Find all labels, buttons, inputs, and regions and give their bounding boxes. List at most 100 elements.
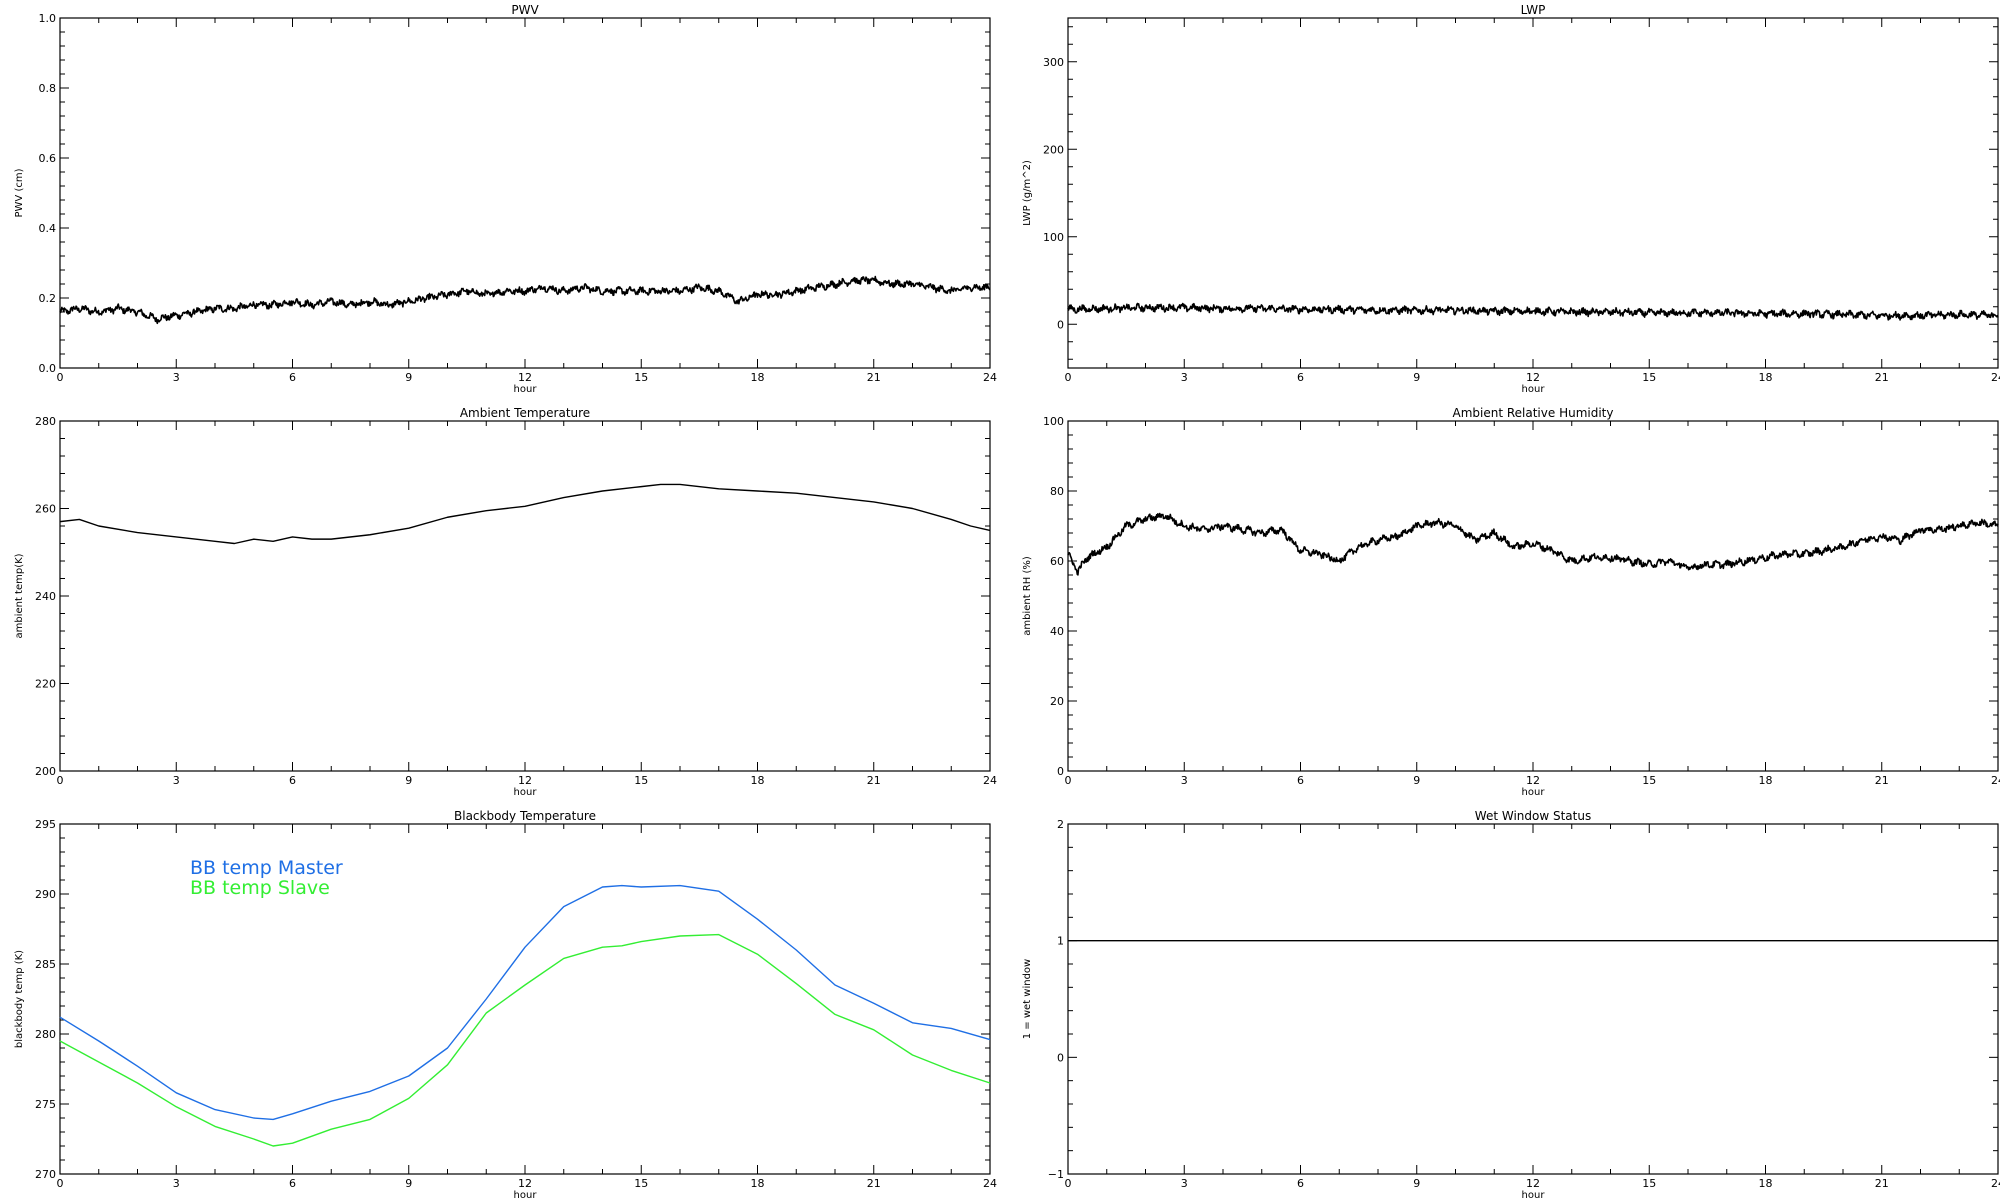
x-tick-label: 12 bbox=[518, 371, 532, 384]
y-tick-label: 60 bbox=[1050, 555, 1064, 568]
x-tick-label: 12 bbox=[1526, 1177, 1540, 1190]
x-tick-label: 9 bbox=[1413, 774, 1420, 787]
plot-frame bbox=[1067, 420, 1999, 772]
y-tick-label: 260 bbox=[35, 503, 56, 516]
x-tick-label: 24 bbox=[983, 371, 997, 384]
plot-frame bbox=[59, 17, 991, 369]
chart-title: Wet Window Status bbox=[1475, 809, 1591, 823]
series-line-0 bbox=[59, 275, 991, 325]
series-line-1 bbox=[59, 933, 991, 1147]
y-tick-label: 0 bbox=[1057, 1051, 1064, 1064]
x-tick-label: 6 bbox=[289, 774, 296, 787]
x-tick-label: 24 bbox=[1991, 371, 2000, 384]
x-tick-label: 21 bbox=[1875, 774, 1889, 787]
y-tick-label: −1 bbox=[1048, 1168, 1064, 1181]
y-tick-label: 240 bbox=[35, 590, 56, 603]
x-tick-label: 24 bbox=[1991, 774, 2000, 787]
x-tick-label: 3 bbox=[173, 1177, 180, 1190]
x-tick-label: 0 bbox=[1065, 774, 1072, 787]
y-tick-label: 0.4 bbox=[39, 222, 57, 235]
x-tick-label: 24 bbox=[1991, 1177, 2000, 1190]
chart-panel-5: Wet Window Status03691215182124hour−1012… bbox=[1022, 809, 2000, 1200]
y-tick-label: 200 bbox=[35, 765, 56, 778]
x-tick-label: 15 bbox=[634, 1177, 648, 1190]
x-tick-label: 6 bbox=[1297, 371, 1304, 384]
series-line-0 bbox=[1067, 512, 1999, 576]
y-tick-label: 275 bbox=[35, 1098, 56, 1111]
x-tick-label: 21 bbox=[867, 371, 881, 384]
y-tick-label: 280 bbox=[35, 415, 56, 428]
y-tick-label: 300 bbox=[1043, 56, 1064, 69]
x-tick-label: 18 bbox=[1759, 774, 1773, 787]
x-tick-label: 9 bbox=[1413, 1177, 1420, 1190]
x-tick-label: 9 bbox=[405, 774, 412, 787]
y-tick-label: 80 bbox=[1050, 485, 1064, 498]
y-tick-label: 0.8 bbox=[39, 82, 57, 95]
x-tick-label: 6 bbox=[1297, 1177, 1304, 1190]
x-axis-label: hour bbox=[514, 1190, 538, 1200]
series-line-0 bbox=[59, 483, 991, 545]
y-tick-label: 200 bbox=[1043, 143, 1064, 156]
y-tick-label: 2 bbox=[1057, 818, 1064, 831]
y-tick-label: 0.2 bbox=[39, 292, 57, 305]
x-tick-label: 24 bbox=[983, 774, 997, 787]
x-tick-label: 6 bbox=[289, 371, 296, 384]
x-tick-label: 3 bbox=[1181, 371, 1188, 384]
x-tick-label: 18 bbox=[751, 774, 765, 787]
x-tick-label: 0 bbox=[1065, 371, 1072, 384]
chart-panel-2: Ambient Temperature 0 3 6 9 12 15 18 21 24 hour 200… bbox=[14, 406, 997, 798]
y-tick-label: 100 bbox=[1043, 415, 1064, 428]
x-tick-label: 15 bbox=[1642, 774, 1656, 787]
x-tick-label: 18 bbox=[751, 1177, 765, 1190]
x-tick-label: 12 bbox=[1526, 371, 1540, 384]
x-tick-label: 18 bbox=[1759, 371, 1773, 384]
x-tick-label: 3 bbox=[173, 371, 180, 384]
y-axis-label: PWV (cm) bbox=[14, 168, 25, 217]
y-axis-label: 1 = wet window bbox=[1022, 959, 1033, 1039]
x-tick-label: 0 bbox=[1065, 1177, 1072, 1190]
y-tick-label: 20 bbox=[1050, 695, 1064, 708]
chart-title: Ambient Relative Humidity bbox=[1453, 406, 1614, 420]
x-tick-label: 18 bbox=[751, 371, 765, 384]
x-tick-label: 9 bbox=[1413, 371, 1420, 384]
x-tick-label: 3 bbox=[1181, 774, 1188, 787]
chart-title: LWP bbox=[1521, 3, 1546, 17]
x-tick-label: 0 bbox=[57, 371, 64, 384]
chart-panel-4: Blackbody Temperature 0 3 6 9 12 15 18 21 24 hour 2… bbox=[14, 809, 997, 1200]
y-tick-label: 220 bbox=[35, 678, 56, 691]
x-axis-label: hour bbox=[514, 787, 538, 798]
chart-title: Ambient Temperature bbox=[460, 406, 590, 420]
y-tick-label: 290 bbox=[35, 888, 56, 901]
y-tick-label: 1.0 bbox=[39, 12, 57, 25]
x-tick-label: 3 bbox=[173, 774, 180, 787]
x-tick-label: 18 bbox=[1759, 1177, 1773, 1190]
x-tick-label: 15 bbox=[634, 371, 648, 384]
chart-panel-1: LWP 0 3 6 9 12 15 18 21 24 hour 0 100 200 300 LWP (g/m^… bbox=[1022, 3, 2000, 395]
y-tick-label: 0.0 bbox=[39, 362, 57, 375]
x-tick-label: 9 bbox=[405, 1177, 412, 1190]
x-axis-label: hour bbox=[1522, 384, 1546, 395]
x-tick-label: 21 bbox=[1875, 371, 1889, 384]
y-tick-label: 285 bbox=[35, 958, 56, 971]
x-tick-label: 24 bbox=[983, 1177, 997, 1190]
y-tick-label: 1 bbox=[1057, 935, 1064, 948]
x-axis-label: hour bbox=[1522, 787, 1546, 798]
y-tick-label: 280 bbox=[35, 1028, 56, 1041]
x-tick-label: 0 bbox=[57, 1177, 64, 1190]
y-tick-label: 100 bbox=[1043, 231, 1064, 244]
x-tick-label: 21 bbox=[867, 774, 881, 787]
x-tick-label: 12 bbox=[1526, 774, 1540, 787]
y-axis-label: ambient RH (%) bbox=[1022, 556, 1033, 636]
y-axis-label: blackbody temp (K) bbox=[14, 950, 25, 1048]
x-tick-label: 6 bbox=[1297, 774, 1304, 787]
chart-title: PWV bbox=[511, 3, 539, 17]
x-tick-label: 0 bbox=[57, 774, 64, 787]
x-tick-label: 12 bbox=[518, 774, 532, 787]
y-tick-label: 40 bbox=[1050, 625, 1064, 638]
legend-entry: BB temp Slave bbox=[190, 877, 330, 899]
chart-panel-3: Ambient Relative Humidity 0 3 6 9 12 15 18 21 24 h… bbox=[1022, 406, 2000, 798]
y-tick-label: 0 bbox=[1057, 765, 1064, 778]
x-tick-label: 3 bbox=[1181, 1177, 1188, 1190]
x-tick-label: 15 bbox=[634, 774, 648, 787]
